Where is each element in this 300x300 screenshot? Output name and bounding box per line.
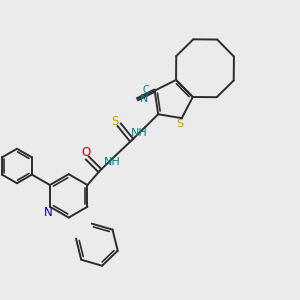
Text: N: N (140, 94, 148, 104)
Text: N: N (44, 206, 53, 219)
Text: NH: NH (131, 128, 148, 138)
Text: S: S (111, 115, 118, 128)
Text: O: O (81, 146, 91, 159)
Text: NH: NH (104, 157, 121, 167)
Text: S: S (177, 118, 184, 128)
Text: C: C (143, 85, 149, 94)
